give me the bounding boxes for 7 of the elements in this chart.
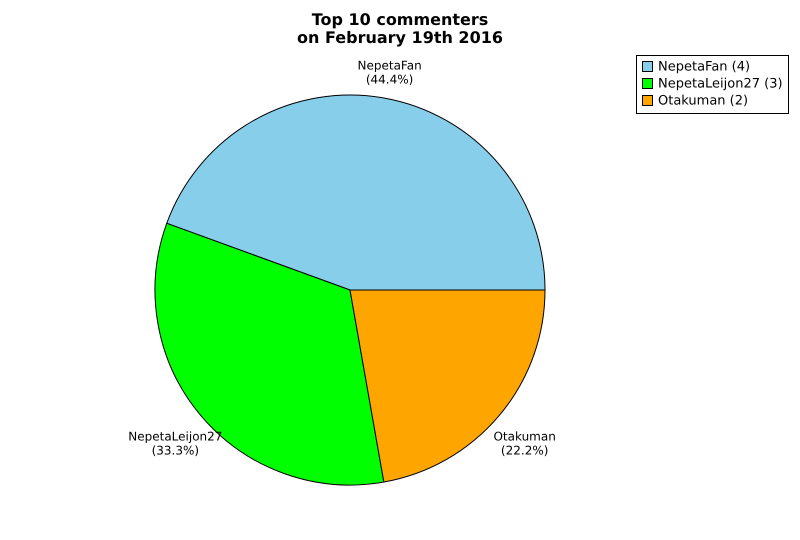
data-label: Otakuman (22.2%) (493, 430, 556, 458)
chart-title: Top 10 commenters on February 19th 2016 (297, 10, 503, 47)
legend-label: NepetaLeijon27 (3) (658, 76, 783, 92)
legend-label: Otakuman (2) (658, 94, 748, 108)
legend-label: NepetaFan (4) (658, 60, 750, 74)
data-label: NepetaFan (44.4%) (358, 58, 422, 86)
data-label: NepetaLeijon27 (33.3%) (128, 430, 222, 458)
